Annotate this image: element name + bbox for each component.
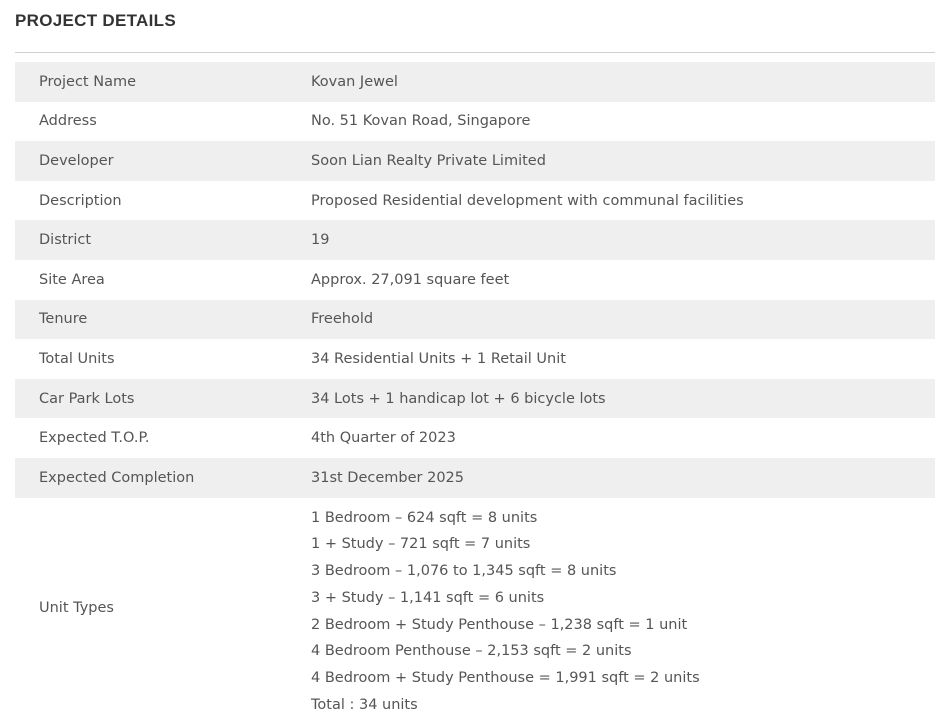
table-row-unit-types: Unit Types 1 Bedroom – 624 sqft = 8 unit… <box>15 497 935 718</box>
row-value: No. 51 Kovan Road, Singapore <box>311 113 531 130</box>
row-value: Soon Lian Realty Private Limited <box>311 152 546 169</box>
row-label: Tenure <box>39 311 88 328</box>
table-row: Tenure Freehold <box>15 299 935 340</box>
unit-types-list: 1 Bedroom – 624 sqft = 8 units 1 + Study… <box>311 497 935 718</box>
row-value: 31st December 2025 <box>311 469 465 486</box>
row-label: Unit Types <box>39 599 114 616</box>
table-row: Car Park Lots 34 Lots + 1 handicap lot + … <box>15 378 935 419</box>
row-label: Description <box>39 192 122 209</box>
unit-type-line: 1 Bedroom – 624 sqft = 8 units <box>311 509 538 526</box>
table-row: Project Name Kovan Jewel <box>15 62 935 102</box>
row-value: 34 Residential Units + 1 Retail Unit <box>311 350 566 367</box>
unit-type-line: 3 + Study – 1,141 sqft = 6 units <box>311 589 545 606</box>
project-details-table: Project Name Kovan Jewel Address No. 51 Ko… <box>15 62 935 718</box>
table-row: Description Proposed Residential developm… <box>15 181 935 221</box>
unit-type-total: Total : 34 units <box>311 696 418 713</box>
table-row: Expected Completion 31st December 2025 <box>15 457 935 498</box>
row-value: 4th Quarter of 2023 <box>311 430 456 447</box>
row-label: Expected Completion <box>39 469 195 486</box>
unit-type-line: 3 Bedroom – 1,076 to 1,345 sqft = 8 unit… <box>311 563 617 580</box>
row-label: District <box>39 232 92 249</box>
row-value: Proposed Residential development with co… <box>311 192 744 209</box>
row-value: 34 Lots + 1 handicap lot + 6 bicycle lot… <box>311 390 606 407</box>
row-value: Kovan Jewel <box>311 73 398 90</box>
unit-type-line: 4 Bedroom + Study Penthouse = 1,991 sqft… <box>311 669 700 686</box>
row-value: Freehold <box>311 311 374 328</box>
row-label: Car Park Lots <box>39 390 135 407</box>
row-value: Approx. 27,091 square feet <box>311 271 510 288</box>
row-label: Developer <box>39 152 114 169</box>
table-row: Total Units 34 Residential Units + 1 Reta… <box>15 339 935 379</box>
section-title: PROJECT DETAILS <box>15 11 176 30</box>
table-row: District 19 <box>15 220 935 260</box>
unit-type-line: 2 Bedroom + Study Penthouse – 1,238 sqft… <box>311 616 688 633</box>
row-label: Expected T.O.P. <box>39 430 150 447</box>
table-row: Site Area Approx. 27,091 square feet <box>15 260 935 300</box>
divider <box>15 52 935 53</box>
unit-type-line: 1 + Study – 721 sqft = 7 units <box>311 536 531 553</box>
table-row: Expected T.O.P. 4th Quarter of 2023 <box>15 418 935 458</box>
row-label: Total Units <box>39 350 115 367</box>
row-label: Site Area <box>39 271 105 288</box>
row-label: Address <box>39 113 97 130</box>
table-row: Address No. 51 Kovan Road, Singapore <box>15 102 935 142</box>
row-value: 19 <box>311 232 330 249</box>
row-label: Project Name <box>39 73 136 90</box>
table-row: Developer Soon Lian Realty Private Limite… <box>15 141 935 181</box>
unit-type-line: 4 Bedroom Penthouse – 2,153 sqft = 2 uni… <box>311 643 632 660</box>
